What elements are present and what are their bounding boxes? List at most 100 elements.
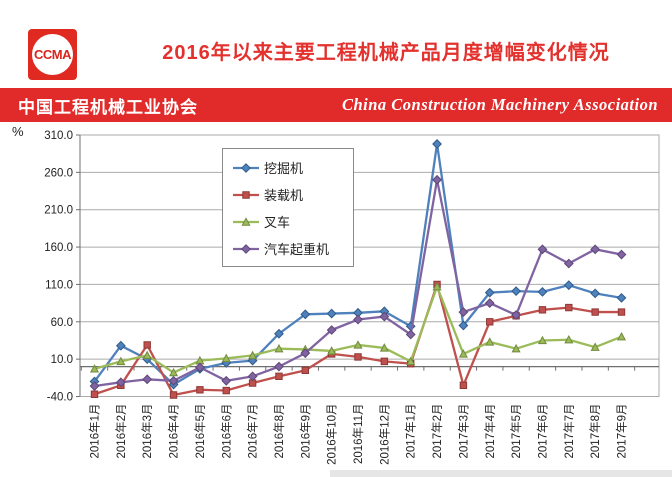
legend-label: 装载机: [264, 188, 304, 203]
data-point-truck-crane: [221, 375, 232, 386]
data-point-loader: [143, 341, 151, 349]
banner-chinese-name: 中国工程机械工业协会: [18, 97, 198, 117]
x-tick-label: 2016年5月: [193, 404, 207, 459]
data-point-excavator: [458, 320, 469, 331]
data-point-excavator: [274, 328, 284, 339]
legend-marker-loader-icon: [233, 190, 259, 199]
data-point-truck-crane: [511, 310, 522, 320]
data-point-excavator: [616, 292, 627, 303]
data-point-forklift: [458, 349, 468, 358]
data-point-forklift: [406, 356, 416, 366]
data-point-truck-crane: [194, 362, 205, 373]
x-tick-label: 2017年1月: [404, 404, 418, 459]
data-point-loader: [354, 353, 362, 361]
legend-label: 叉车: [264, 215, 291, 230]
x-tick-label: 2016年2月: [114, 404, 128, 459]
legend-label: 挖掘机: [264, 161, 304, 176]
data-point-forklift: [511, 343, 521, 353]
association-banner: 中国工程机械工业协会 China Construction Machinery …: [0, 88, 672, 122]
data-point-loader: [275, 372, 283, 381]
data-point-loader: [222, 386, 230, 395]
data-point-excavator: [432, 139, 442, 149]
data-point-excavator: [115, 340, 126, 351]
data-point-forklift: [169, 367, 179, 377]
data-point-forklift: [142, 350, 152, 360]
x-tick-label: 2017年9月: [615, 404, 629, 459]
data-point-forklift: [564, 334, 574, 344]
y-axis-unit-label: %: [12, 124, 24, 139]
legend-item-truck-crane: 汽车起重机: [233, 239, 343, 258]
data-point-truck-crane: [326, 325, 337, 335]
data-point-excavator: [326, 308, 337, 319]
data-point-truck-crane: [142, 374, 153, 385]
data-point-forklift: [221, 353, 231, 363]
data-point-excavator: [300, 309, 311, 320]
x-tick-label: 2017年7月: [562, 404, 576, 459]
x-tick-label: 2017年8月: [588, 404, 602, 459]
data-point-forklift: [616, 331, 627, 341]
data-point-truck-crane: [616, 249, 627, 260]
legend-item-excavator: 挖掘机: [233, 158, 343, 177]
x-tick-label: 2017年6月: [535, 404, 549, 459]
series-forklift: [89, 281, 627, 377]
y-tick-label: 160.0: [44, 242, 73, 254]
legend-marker-truck-crane-icon: [233, 243, 259, 254]
data-point-truck-crane: [458, 307, 469, 317]
data-point-loader: [565, 303, 573, 312]
data-point-forklift: [327, 346, 337, 355]
data-point-loader: [301, 366, 309, 375]
x-tick-label: 2016年6月: [219, 404, 233, 459]
banner-english-name: China Construction Machinery Association: [341, 95, 658, 114]
x-tick-label: 2016年4月: [167, 404, 181, 459]
x-tick-label: 2017年3月: [456, 404, 470, 459]
data-point-truck-crane: [89, 381, 100, 391]
page-title: 2016年以来主要工程机械产品月度增幅变化情况: [162, 42, 610, 64]
data-point-truck-crane: [379, 311, 390, 322]
data-point-forklift: [485, 337, 495, 346]
data-point-excavator: [511, 286, 522, 297]
ccma-logo: CCMA: [28, 29, 77, 80]
legend-item-loader: 装载机: [233, 185, 343, 204]
x-tick-label: 2016年1月: [88, 404, 102, 459]
data-point-forklift: [432, 281, 442, 291]
data-point-loader: [459, 381, 468, 389]
x-tick-label: 2016年8月: [272, 404, 286, 459]
data-point-loader: [486, 318, 494, 326]
data-point-forklift: [274, 343, 284, 353]
data-point-forklift: [116, 356, 126, 366]
data-point-forklift: [248, 350, 258, 360]
data-point-truck-crane: [563, 258, 574, 269]
data-point-excavator: [484, 287, 495, 298]
y-tick-label: -40.0: [47, 392, 73, 404]
data-point-forklift: [590, 342, 600, 351]
data-point-forklift: [89, 364, 100, 373]
data-point-loader: [538, 306, 547, 314]
data-point-loader: [196, 386, 204, 394]
y-tick-label: 310.0: [44, 130, 73, 142]
data-point-loader: [380, 357, 389, 366]
data-point-loader: [617, 308, 626, 316]
data-point-truck-crane: [300, 348, 311, 359]
x-tick-label: 2016年3月: [140, 404, 154, 459]
x-tick-label: 2016年12月: [377, 404, 391, 465]
photo-edge-artifact: [330, 470, 672, 477]
ccma-logo-text: CCMA: [34, 47, 72, 62]
data-point-truck-crane: [247, 371, 258, 382]
data-point-truck-crane: [274, 361, 284, 372]
data-point-excavator: [563, 280, 574, 291]
x-tick-label: 2017年2月: [430, 404, 444, 459]
y-tick-label: 210.0: [44, 205, 73, 217]
data-point-loader: [169, 391, 178, 399]
y-tick-label: 60.0: [51, 317, 73, 329]
y-tick-label: 10.0: [51, 354, 73, 366]
data-point-forklift: [379, 343, 389, 352]
data-point-truck-crane: [537, 244, 548, 255]
series-truck-crane: [89, 174, 627, 391]
data-point-truck-crane: [353, 314, 363, 325]
data-point-truck-crane: [115, 377, 126, 388]
data-point-truck-crane: [590, 244, 601, 255]
data-point-truck-crane: [405, 329, 416, 340]
data-point-excavator: [537, 286, 548, 297]
data-point-excavator: [590, 288, 601, 299]
data-point-forklift: [353, 340, 363, 349]
